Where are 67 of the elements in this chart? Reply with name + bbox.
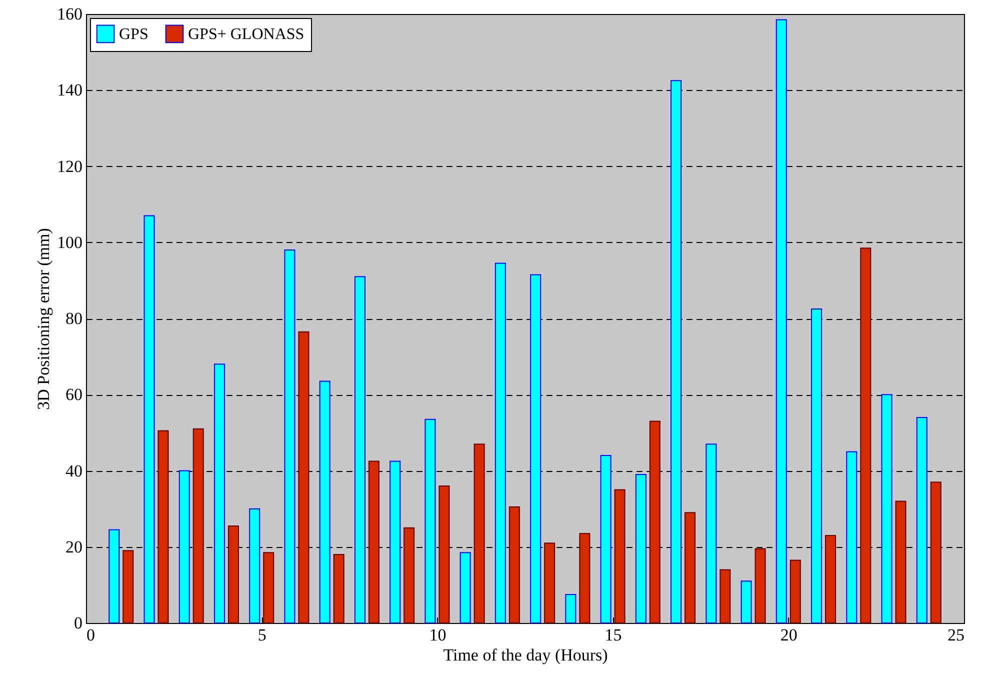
bar [776,19,787,624]
bar [635,474,646,624]
y-tick-label: 140 [57,80,82,100]
x-axis-title: Time of the day (Hours) [443,646,608,664]
bar [720,569,731,624]
x-tick-label: 10 [429,626,446,644]
bar [319,380,330,624]
y-tick-label: 40 [66,461,82,480]
bar [390,460,401,624]
bar [881,394,892,624]
bar [438,485,450,624]
bar [249,508,260,624]
bar [192,428,204,624]
bar [684,512,696,624]
bar [740,580,752,624]
bar [214,364,225,624]
x-tick-label: 0 [86,626,95,644]
bar [122,550,134,624]
y-axis-title: 3D Positioning error (mm) [34,228,53,410]
bar [178,470,190,624]
y-tick-label: 80 [66,309,82,328]
bar [846,451,858,624]
x-tick-label: 20 [780,626,798,644]
bar [790,560,801,624]
bar [916,416,928,624]
bar [508,506,520,624]
bar [670,80,682,624]
bar [860,248,872,624]
bar [368,460,380,624]
y-tick-label: 120 [57,156,82,176]
bar [404,527,415,624]
bar [544,542,556,624]
bar [284,249,296,624]
bar [158,430,169,624]
x-tick-label: 15 [604,626,622,644]
bar [579,533,590,624]
bar [930,482,942,624]
legend-label: GPS+ GLONASS [188,26,304,43]
bar [354,276,366,624]
bar [263,552,274,624]
bar [494,262,506,624]
bar [565,594,576,624]
bar [600,455,612,624]
y-tick-label: 60 [66,385,82,404]
y-tick-label: 0 [74,614,82,632]
x-tick-label: 25 [948,626,964,644]
y-tick-label: 160 [57,4,82,24]
bar [298,331,310,624]
bar [614,489,626,624]
bar [144,215,155,624]
bar [474,444,485,624]
bar [424,418,436,624]
bar [895,500,906,624]
bar [108,529,120,624]
bar [811,308,822,624]
y-tick-label: 20 [66,537,82,556]
bar [825,534,836,624]
bar [706,444,717,624]
bar [228,525,239,624]
bar [754,548,766,624]
legend-label: GPS [119,26,148,43]
bar [530,274,542,624]
y-tick-label: 100 [57,232,82,252]
bar [460,552,471,624]
bar [333,554,344,624]
bar [649,420,660,624]
x-tick-label: 5 [258,626,266,644]
